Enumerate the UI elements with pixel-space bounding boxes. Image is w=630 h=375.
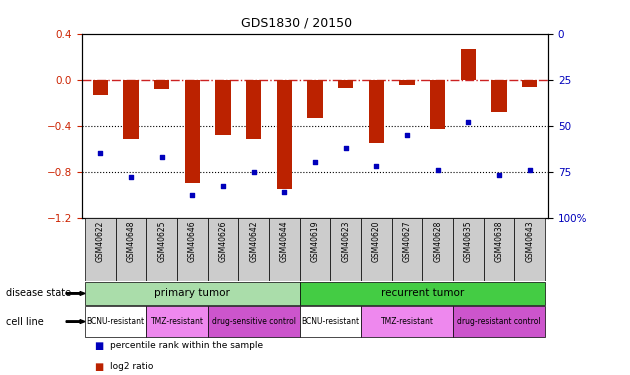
Bar (208, 306, 300, 337)
Text: ■: ■ (94, 362, 104, 372)
Point (218, 183, 228, 189)
Text: drug-sensitive control: drug-sensitive control (212, 317, 295, 326)
Bar (453, 217, 484, 281)
Text: BCNU-resistant: BCNU-resistant (301, 317, 359, 326)
Bar (307, 80, 323, 118)
Point (494, 172, 504, 178)
Text: BCNU-resistant: BCNU-resistant (86, 317, 145, 326)
Text: log2 ratio: log2 ratio (110, 362, 154, 371)
Point (95, 150, 105, 156)
Text: GSM40626: GSM40626 (219, 220, 227, 262)
Text: disease state: disease state (6, 288, 71, 298)
Text: GSM40623: GSM40623 (341, 220, 350, 262)
Text: primary tumor: primary tumor (154, 288, 230, 298)
Text: recurrent tumor: recurrent tumor (381, 288, 464, 298)
Text: cell line: cell line (6, 316, 44, 327)
Bar (85, 217, 116, 281)
Bar (215, 80, 231, 135)
Bar (277, 80, 292, 189)
Text: GSM40627: GSM40627 (403, 220, 411, 262)
Bar (453, 306, 545, 337)
Point (126, 174, 136, 180)
Text: GSM40642: GSM40642 (249, 220, 258, 262)
Point (433, 167, 443, 173)
Bar (522, 80, 537, 87)
Point (525, 167, 535, 173)
Text: GSM40620: GSM40620 (372, 220, 381, 262)
Point (157, 154, 167, 160)
Bar (116, 217, 146, 281)
Bar (392, 217, 422, 281)
Bar (369, 80, 384, 143)
Bar (146, 217, 177, 281)
Bar (338, 80, 353, 88)
Text: percentile rank within the sample: percentile rank within the sample (110, 341, 263, 350)
Point (187, 192, 197, 198)
Bar (123, 80, 139, 140)
Text: drug-resistant control: drug-resistant control (457, 317, 541, 326)
Bar (85, 282, 300, 305)
Point (279, 189, 289, 195)
Text: GSM40625: GSM40625 (157, 220, 166, 262)
Text: TMZ-resistant: TMZ-resistant (381, 317, 433, 326)
Point (249, 169, 259, 175)
Bar (208, 217, 238, 281)
Bar (484, 217, 514, 281)
Text: GDS1830 / 20150: GDS1830 / 20150 (241, 17, 352, 30)
Bar (300, 282, 545, 305)
Text: GSM40619: GSM40619 (311, 220, 319, 262)
Text: GSM40638: GSM40638 (495, 220, 503, 262)
Bar (430, 80, 445, 129)
Text: TMZ-resistant: TMZ-resistant (151, 317, 203, 326)
Point (371, 163, 381, 169)
Bar (300, 217, 330, 281)
Text: GSM40648: GSM40648 (127, 220, 135, 262)
Bar (146, 306, 208, 337)
Text: GSM40646: GSM40646 (188, 220, 197, 262)
Bar (491, 80, 507, 112)
Text: GSM40644: GSM40644 (280, 220, 289, 262)
Point (463, 119, 473, 125)
Point (341, 145, 351, 151)
Point (402, 132, 412, 138)
Bar (246, 80, 261, 140)
Bar (399, 80, 415, 86)
Point (310, 159, 320, 165)
Bar (330, 217, 361, 281)
Bar (185, 80, 200, 183)
Text: GSM40643: GSM40643 (525, 220, 534, 262)
Bar (85, 306, 146, 337)
Bar (154, 80, 169, 89)
Bar (361, 306, 453, 337)
Bar (238, 217, 269, 281)
Bar (422, 217, 453, 281)
Bar (177, 217, 208, 281)
Text: ■: ■ (94, 341, 104, 351)
Bar (300, 306, 361, 337)
Bar (361, 217, 392, 281)
Text: GSM40628: GSM40628 (433, 220, 442, 262)
Text: GSM40635: GSM40635 (464, 220, 473, 262)
Text: GSM40622: GSM40622 (96, 220, 105, 262)
Bar (514, 217, 545, 281)
Bar (461, 49, 476, 80)
Bar (269, 217, 300, 281)
Bar (93, 80, 108, 94)
